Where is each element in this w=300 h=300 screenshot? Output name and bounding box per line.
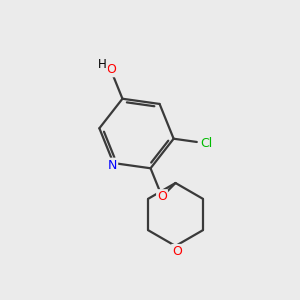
Text: O: O [172,245,182,258]
Text: Cl: Cl [200,137,212,150]
Text: H: H [98,58,107,71]
Text: N: N [108,159,117,172]
Text: O: O [106,63,116,76]
Text: O: O [157,190,167,203]
